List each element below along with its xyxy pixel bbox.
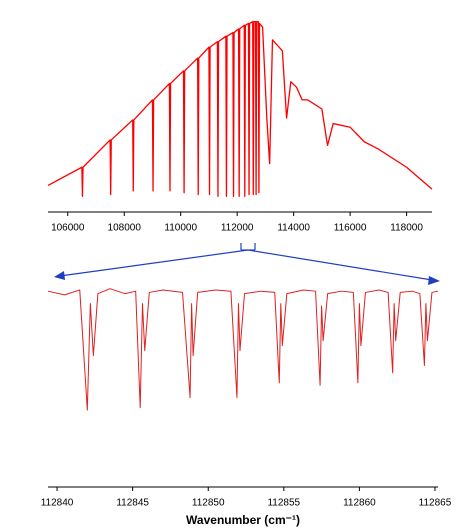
x-tick-label: 112865 bbox=[419, 498, 452, 509]
x-tick-label: 118000 bbox=[390, 223, 423, 234]
arrow-right bbox=[247, 249, 433, 281]
x-tick-label: 112840 bbox=[41, 498, 74, 509]
x-tick-label: 108000 bbox=[108, 223, 142, 234]
x-tick-label: 112850 bbox=[192, 498, 225, 509]
x-tick-label: 112845 bbox=[116, 498, 149, 509]
x-tick-label: 114000 bbox=[277, 223, 310, 234]
x-tick-label: 110000 bbox=[164, 223, 197, 234]
spectrum-line bbox=[47, 288, 439, 411]
x-tick-label: 112000 bbox=[221, 223, 254, 234]
x-tick-label: 116000 bbox=[334, 223, 367, 234]
zoom-bracket bbox=[59, 243, 433, 281]
arrow-left bbox=[59, 249, 249, 277]
x-tick-label: 112860 bbox=[343, 498, 376, 509]
x-tick-label: 106000 bbox=[51, 223, 85, 234]
x-tick-label: 112855 bbox=[267, 498, 300, 509]
arrow-head-right bbox=[428, 276, 440, 285]
arrow-head-left bbox=[54, 271, 65, 280]
x-axis-label: Wavenumber (cm⁻¹) bbox=[186, 513, 300, 527]
spectrum-line bbox=[47, 20, 433, 198]
